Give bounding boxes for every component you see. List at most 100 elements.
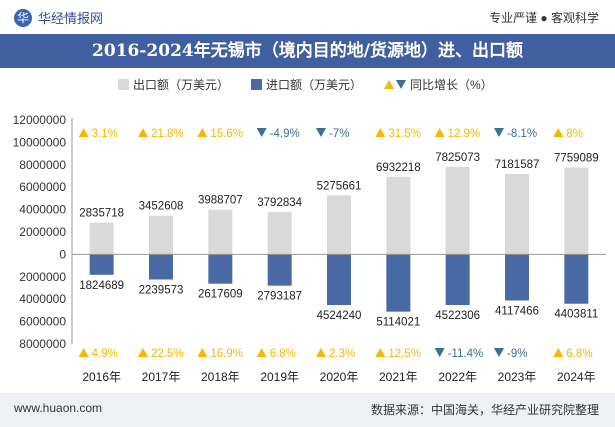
x-tick-label: 2017年	[142, 370, 181, 384]
growth-up-triangle	[197, 128, 208, 137]
import-value-label: 5114021	[376, 317, 420, 329]
export-growth-label: -7%	[329, 128, 349, 140]
import-value-label: 4117466	[495, 306, 539, 318]
import-growth-label: 6.8%	[270, 348, 296, 360]
x-tick-label: 2021年	[379, 370, 418, 384]
export-growth-label: 21.8%	[151, 128, 184, 140]
x-tick-label: 2016年	[82, 370, 121, 384]
growth-up-triangle	[138, 128, 148, 137]
import-value-label: 2617609	[198, 289, 243, 301]
import-growth-label: 22.5%	[151, 348, 184, 360]
export-bar	[327, 195, 351, 255]
import-bar	[208, 254, 233, 284]
y-tick-label: 10000000	[13, 135, 67, 149]
import-bar	[564, 254, 589, 304]
chart-title: 2016-2024年无锡市（境内目的地/货源地）进、出口额	[92, 41, 523, 61]
import-value-label: 2239573	[139, 284, 184, 296]
x-tick-label: 2020年	[320, 370, 359, 384]
triangle-up-icon	[384, 80, 395, 89]
import-value-label: 4403811	[554, 309, 598, 321]
export-value-label: 6932218	[376, 162, 421, 174]
x-tick-label: 2022年	[438, 370, 477, 384]
import-value-label: 1824689	[79, 280, 124, 292]
x-tick-label: 2019年	[260, 370, 299, 384]
growth-down-triangle	[494, 128, 504, 137]
export-value-label: 7181587	[495, 159, 540, 171]
brand-logo-icon: 华	[14, 8, 32, 27]
growth-up-triangle	[316, 348, 326, 357]
growth-down-triangle	[316, 128, 326, 137]
brand: 华 华经情报网	[14, 8, 103, 27]
export-bar	[386, 176, 411, 255]
legend-import: 进口额（万美元）	[251, 76, 362, 93]
export-value-label: 7759089	[554, 152, 599, 164]
export-growth-label: 3.1%	[92, 128, 118, 140]
import-bar	[149, 254, 173, 280]
import-growth-label: 12.5%	[388, 348, 421, 360]
export-growth-label: 12.9%	[448, 128, 481, 140]
import-growth-label: 6.8%	[566, 348, 592, 360]
export-value-label: 3792834	[257, 197, 302, 209]
tagline: 专业严谨 ● 客观科学	[489, 11, 599, 25]
export-bar	[505, 173, 529, 255]
import-bar	[89, 254, 114, 275]
legend-import-label: 进口额（万美元）	[266, 78, 363, 92]
growth-down-triangle	[494, 348, 504, 357]
export-growth-label: -4.9%	[270, 128, 300, 140]
y-tick-label: 6000000	[19, 180, 66, 194]
growth-up-triangle	[78, 128, 89, 137]
legend-growth-label: 同比增长（%）	[410, 78, 493, 92]
x-tick-label: 2024年	[557, 370, 596, 384]
growth-up-triangle	[553, 128, 564, 137]
y-tick-label: 0	[59, 247, 66, 261]
export-growth-label: 15.6%	[210, 128, 243, 140]
y-tick-label: 6000000	[19, 315, 66, 329]
x-tick-label: 2018年	[201, 370, 240, 384]
export-bar	[149, 215, 173, 255]
export-bar	[267, 211, 292, 255]
import-growth-label: 2.3%	[329, 348, 355, 360]
y-tick-label: 12000000	[13, 113, 67, 127]
y-tick-label: 8000000	[19, 158, 66, 172]
growth-up-triangle	[197, 348, 208, 357]
y-tick-label: 8000000	[19, 337, 66, 351]
legend-import-swatch	[251, 79, 263, 90]
import-value-label: 4524240	[317, 310, 362, 322]
growth-down-triangle	[256, 128, 267, 137]
y-tick-label: 2000000	[19, 270, 66, 284]
triangle-down-icon	[396, 80, 407, 89]
legend-export: 出口额（万美元）	[118, 76, 229, 93]
export-growth-label: 31.5%	[388, 128, 421, 140]
y-tick-label: 4000000	[19, 203, 66, 217]
footer-source: 数据来源：中国海关，华经产业研究院整理	[370, 403, 599, 417]
import-growth-label: -9%	[507, 348, 527, 360]
chart-legend: 出口额（万美元） 进口额（万美元） 同比增长（%）	[118, 76, 515, 93]
growth-up-triangle	[553, 348, 564, 357]
import-bar	[445, 254, 470, 306]
export-bar	[89, 222, 114, 255]
export-bar	[564, 167, 589, 255]
brand-name: 华经情报网	[38, 11, 104, 26]
import-value-label: 4522306	[435, 310, 480, 322]
title-bar	[0, 34, 615, 68]
top-bar: 华 华经情报网 专业严谨 ● 客观科学	[0, 0, 615, 34]
export-bar	[208, 209, 233, 255]
footer-bar	[0, 393, 615, 427]
export-growth-label: -8.1%	[507, 128, 537, 140]
y-tick-label: 4000000	[19, 292, 66, 306]
footer-website: www.huaon.com	[14, 401, 103, 415]
export-value-label: 3452608	[139, 201, 184, 213]
growth-down-triangle	[434, 348, 445, 357]
growth-up-triangle	[138, 348, 148, 357]
import-value-label: 2793187	[257, 291, 302, 303]
growth-up-triangle	[256, 348, 267, 357]
import-bar	[267, 254, 292, 286]
import-growth-label: 16.9%	[210, 348, 243, 360]
import-growth-label: 4.9%	[92, 348, 118, 360]
growth-up-triangle	[434, 128, 445, 137]
import-bar	[505, 254, 529, 301]
x-tick-label: 2023年	[498, 370, 537, 384]
export-value-label: 7825073	[435, 152, 480, 164]
export-value-label: 3988707	[198, 195, 243, 207]
